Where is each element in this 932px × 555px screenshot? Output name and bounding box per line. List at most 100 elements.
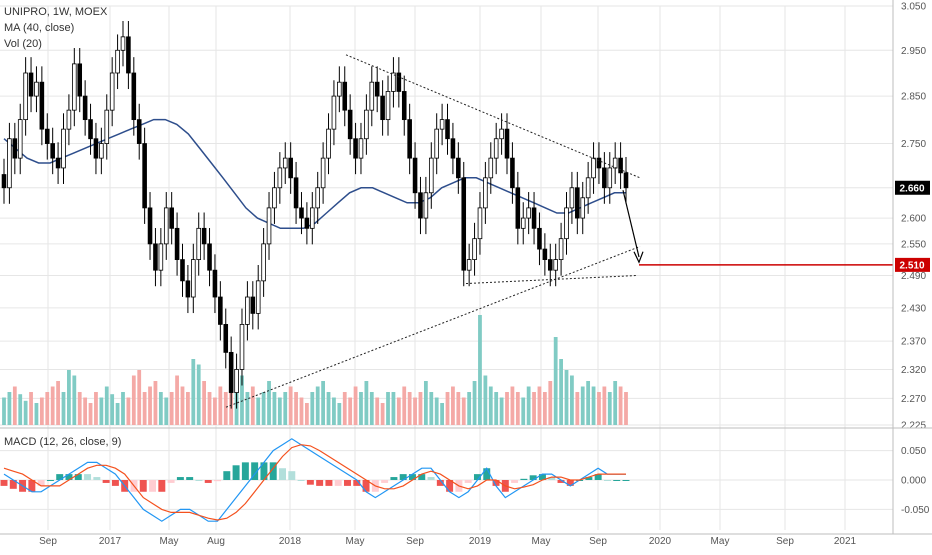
volume-bar <box>261 392 266 425</box>
macd-histogram-bar <box>594 474 602 480</box>
volume-bar <box>175 375 179 425</box>
volume-bar <box>499 397 504 425</box>
macd-histogram-bar <box>139 480 147 492</box>
volume-bar <box>56 381 60 425</box>
volume-bar <box>613 381 618 425</box>
macd-histogram-bar <box>334 480 342 486</box>
macd-tick-label: -0.050 <box>901 505 930 516</box>
volume-bar <box>353 386 358 425</box>
volume-bar <box>348 397 353 425</box>
volume-bar <box>288 386 293 425</box>
candle-body <box>104 109 110 144</box>
volume-bar <box>7 392 12 425</box>
volume-bar <box>402 386 407 425</box>
grid-layer <box>0 5 893 530</box>
candle-body <box>34 81 39 97</box>
macd-histogram-bar <box>613 480 621 481</box>
volume-bar <box>407 392 412 425</box>
macd-histogram-bar <box>223 471 231 480</box>
volume-bar <box>375 397 380 425</box>
candle-body <box>28 72 34 97</box>
price-tick-label: 2.490 <box>901 271 926 282</box>
macd-histogram-bar <box>102 480 110 483</box>
volume-legend: Vol (20) <box>4 38 42 50</box>
volume-bar <box>169 392 174 425</box>
macd-histogram-bar <box>353 480 361 486</box>
volume-bar <box>180 386 185 425</box>
last-price-tag <box>895 180 930 195</box>
volume-bar <box>186 392 190 425</box>
macd-histogram-bar <box>9 480 17 489</box>
macd-histogram-bar <box>408 474 416 480</box>
macd-histogram-bar <box>65 474 73 480</box>
volume-bar <box>196 364 201 425</box>
candle-body <box>331 95 337 130</box>
macd-histogram-bar <box>288 471 296 480</box>
macd-histogram-bar <box>149 480 157 492</box>
macd-histogram-bar <box>158 480 166 492</box>
volume-bar <box>267 381 271 425</box>
candle-body <box>120 36 126 51</box>
time-tick-label: 2018 <box>279 536 302 547</box>
candle-body <box>445 119 450 140</box>
macd-histogram-bar <box>167 480 175 483</box>
candle-body <box>158 243 164 271</box>
macd-histogram-bar <box>214 480 222 482</box>
volume-bar <box>77 392 82 425</box>
candle-body <box>131 72 137 121</box>
target-price-label: 2.510 <box>899 260 924 271</box>
volume-layer <box>2 315 628 425</box>
candle-body <box>428 157 434 194</box>
macd-histogram-bar <box>538 474 546 480</box>
candle-body <box>585 177 591 199</box>
candle-body <box>282 157 288 169</box>
macd-histogram-bar <box>492 480 500 486</box>
volume-bar <box>342 392 347 425</box>
candle-body <box>39 81 45 130</box>
candle-body <box>12 138 18 159</box>
volume-bar <box>494 392 499 425</box>
time-tick-label: 2019 <box>469 536 492 547</box>
candle-body <box>526 207 531 219</box>
volume-bar <box>245 392 250 425</box>
candle-body <box>553 259 558 271</box>
candle-body <box>547 259 553 271</box>
macd-histogram-bar <box>418 474 426 480</box>
volume-bar <box>597 392 601 425</box>
macd-histogram-bar <box>548 477 556 480</box>
macd-histogram-bar <box>269 462 277 480</box>
macd-histogram-bar <box>46 480 54 481</box>
candle-body <box>174 227 180 260</box>
macd-histogram-bar <box>529 475 537 480</box>
macd-histogram-bar <box>473 474 481 480</box>
candle-body <box>401 91 407 121</box>
volume-bar <box>277 397 282 425</box>
macd-histogram-bar <box>446 480 454 492</box>
macd-histogram-bar <box>241 462 249 480</box>
macd-histogram-bar <box>232 465 240 480</box>
candle-body <box>239 324 245 370</box>
time-tick-label: Sep <box>39 536 57 547</box>
ma-legend: MA (40, close) <box>4 22 75 34</box>
macd-histogram-bar <box>362 480 370 492</box>
candle-body <box>77 63 83 97</box>
trend-layer <box>225 54 893 408</box>
candle-body <box>201 227 207 245</box>
volume-bar <box>294 392 298 425</box>
candle-body <box>250 296 256 314</box>
volume-bar <box>386 392 390 425</box>
macd-histogram-bar <box>306 480 314 485</box>
volume-bar <box>148 386 152 425</box>
macd-histogram-bar <box>260 462 268 480</box>
volume-bar <box>618 386 623 425</box>
candle-body <box>196 227 202 260</box>
candle-body <box>407 119 412 159</box>
candle-body <box>50 143 55 159</box>
candle-body <box>310 207 315 229</box>
macd-histogram-bar <box>0 480 8 486</box>
volume-bar <box>483 375 488 425</box>
candle-body <box>461 177 467 271</box>
volume-bar <box>72 375 77 425</box>
